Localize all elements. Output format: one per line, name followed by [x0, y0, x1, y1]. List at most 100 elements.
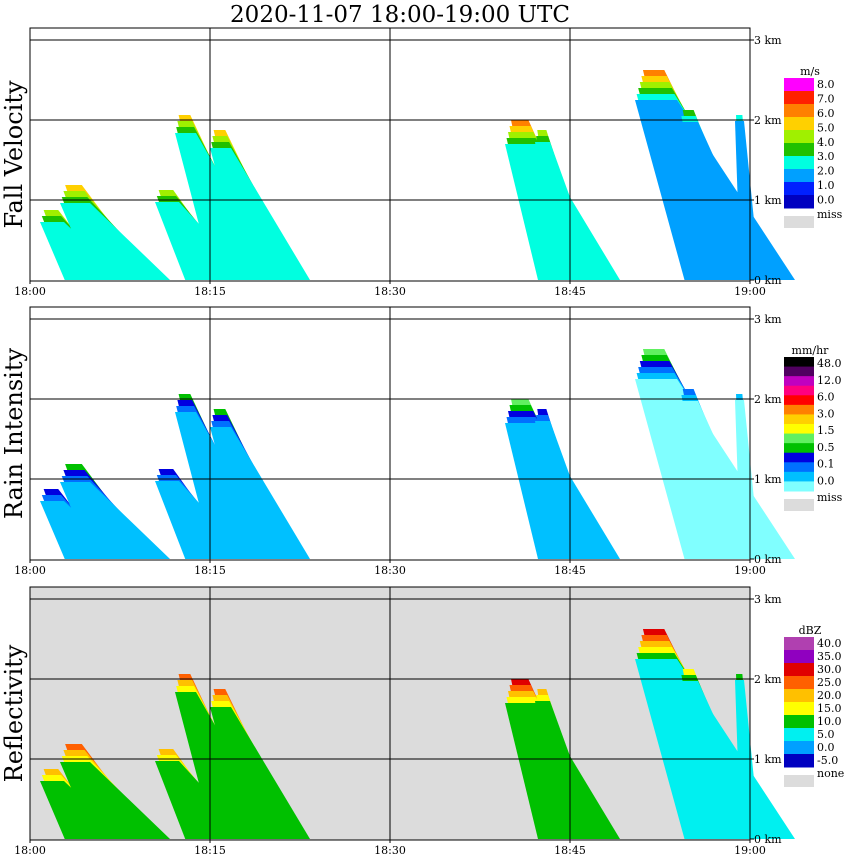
- legend-level-label: 0.0: [817, 741, 835, 754]
- legend-level-label: 0.0: [817, 474, 835, 487]
- x-tick-label: 18:30: [374, 564, 406, 577]
- y-tick-label: 1 km: [754, 194, 782, 207]
- legend-swatch: [784, 104, 814, 118]
- legend-level-label: 5.0: [817, 121, 835, 134]
- legend-level-label: 35.0: [817, 650, 842, 663]
- legend-missing-label: miss: [817, 491, 843, 504]
- x-tick-label: 18:30: [374, 285, 406, 298]
- legend-swatch: [784, 754, 814, 768]
- legend-level-label: 7.0: [817, 92, 835, 105]
- legend-swatch: [784, 385, 814, 396]
- legend-swatch: [784, 452, 814, 463]
- legend-level-label: 6.0: [817, 391, 835, 404]
- y-tick-label: 0 km: [754, 553, 782, 566]
- y-tick-label: 3 km: [754, 313, 782, 326]
- legend-swatch: [784, 156, 814, 170]
- legend-swatch: [784, 728, 814, 742]
- legend-swatch: [784, 471, 814, 482]
- legend-swatch: [784, 117, 814, 131]
- legend-swatch: [784, 169, 814, 183]
- legend-swatch: [784, 78, 814, 92]
- legend-level-label: 4.0: [817, 136, 835, 149]
- legend-swatch: [784, 433, 814, 444]
- x-tick-label: 18:15: [194, 564, 226, 577]
- x-tick-label: 18:00: [14, 564, 46, 577]
- legend-swatch: [784, 357, 814, 368]
- legend-level-label: 20.0: [817, 689, 842, 702]
- heatmap-cell-region: [210, 427, 310, 559]
- legend-swatch: [784, 395, 814, 406]
- heatmap-cell-region: [60, 762, 170, 839]
- heatmap-cell-region: [60, 203, 170, 280]
- legend-missing-label: none: [817, 767, 844, 780]
- legend-swatch: [784, 182, 814, 196]
- legend-level-label: 25.0: [817, 676, 842, 689]
- legend-swatch: [784, 443, 814, 454]
- legend-swatch: [784, 404, 814, 415]
- legend-swatch: [784, 376, 814, 387]
- legend-swatch: [784, 689, 814, 703]
- legend-level-label: 1.5: [817, 424, 835, 437]
- heatmap-cell-region: [535, 701, 600, 839]
- legend-swatch: [784, 195, 814, 209]
- legend-swatch: [784, 650, 814, 664]
- panel-3: Reflectivity 18:00 18:15 18:30 18:45 19:000 k…: [0, 586, 844, 857]
- x-tick-label: 18:45: [554, 844, 586, 857]
- legend-level-label: 0.0: [817, 194, 835, 207]
- legend-swatch: [784, 366, 814, 377]
- legend-level-label: -5.0: [817, 754, 838, 767]
- legend-swatch: [784, 702, 814, 716]
- y-tick-label: 2 km: [754, 114, 782, 127]
- y-tick-label: 2 km: [754, 393, 782, 406]
- heatmap-cell-region: [535, 421, 600, 559]
- legend-swatch: [784, 741, 814, 755]
- legend-missing-swatch: [784, 775, 814, 787]
- legend-swatch: [784, 143, 814, 157]
- legend-level-label: 2.0: [817, 165, 835, 178]
- x-tick-label: 18:45: [554, 564, 586, 577]
- legend-swatch: [784, 462, 814, 473]
- x-tick-label: 18:15: [194, 844, 226, 857]
- y-tick-label: 2 km: [754, 673, 782, 686]
- y-tick-label: 3 km: [754, 34, 782, 47]
- x-tick-label: 18:15: [194, 285, 226, 298]
- y-axis-label: Fall Velocity: [0, 80, 28, 229]
- panel-1: Fall Velocity 18:00 18:15 18:30 18:45 19:000 …: [0, 27, 843, 298]
- legend-level-label: 0.5: [817, 441, 835, 454]
- legend-level-label: 40.0: [817, 637, 842, 650]
- legend-level-label: 3.0: [817, 407, 835, 420]
- legend-missing-swatch: [784, 499, 814, 511]
- y-tick-label: 0 km: [754, 274, 782, 287]
- y-tick-label: 3 km: [754, 593, 782, 606]
- legend-swatch: [784, 424, 814, 435]
- x-tick-label: 18:45: [554, 285, 586, 298]
- legend-swatch: [784, 91, 814, 105]
- y-tick-label: 1 km: [754, 753, 782, 766]
- legend-swatch: [784, 481, 814, 492]
- x-tick-label: 19:00: [734, 285, 766, 298]
- heatmap-cell-region: [210, 148, 310, 280]
- x-tick-label: 18:00: [14, 285, 46, 298]
- x-tick-label: 18:30: [374, 844, 406, 857]
- legend-missing-swatch: [784, 216, 814, 228]
- y-axis-label: Rain Intensity: [0, 348, 28, 520]
- legend-swatch: [784, 637, 814, 651]
- heatmap-cell-region: [535, 142, 600, 280]
- legend-swatch: [784, 676, 814, 690]
- legend-swatch: [784, 663, 814, 677]
- legend-swatch: [784, 130, 814, 144]
- x-tick-label: 19:00: [734, 564, 766, 577]
- legend-level-label: 15.0: [817, 702, 842, 715]
- heatmap-cell-region: [210, 707, 310, 839]
- legend-missing-label: miss: [817, 208, 843, 221]
- heatmap-cell-region: [60, 482, 170, 559]
- y-axis-label: Reflectivity: [0, 644, 28, 782]
- x-tick-label: 19:00: [734, 844, 766, 857]
- legend-level-label: 6.0: [817, 107, 835, 120]
- legend-swatch: [784, 414, 814, 425]
- legend-level-label: 0.1: [817, 458, 835, 471]
- legend-level-label: 5.0: [817, 728, 835, 741]
- legend-level-label: 12.0: [817, 374, 842, 387]
